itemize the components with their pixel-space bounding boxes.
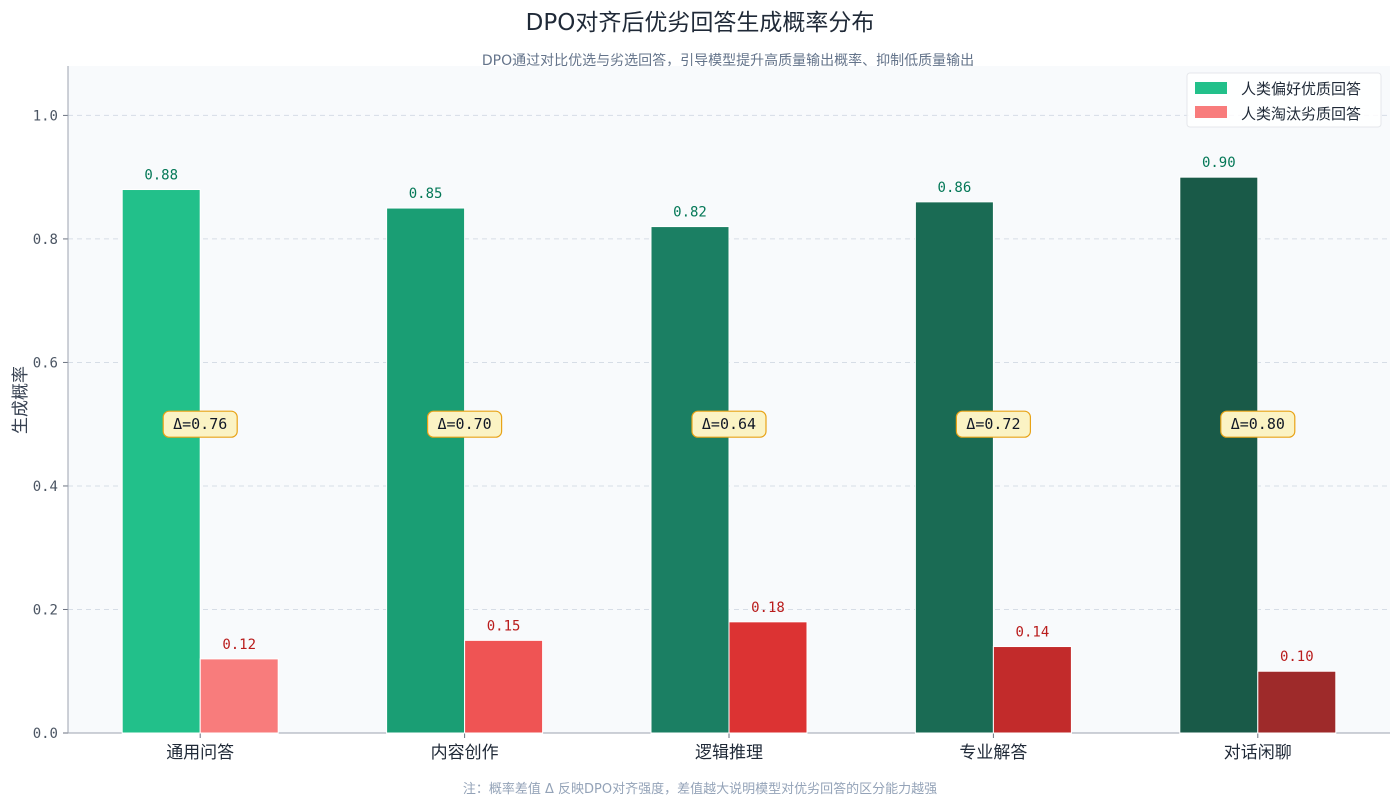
- y-tick-label: 0.8: [33, 232, 58, 248]
- delta-label: Δ=0.76: [173, 415, 227, 433]
- legend[interactable]: 人类偏好优质回答 人类淘汰劣质回答: [1186, 72, 1382, 128]
- value-label-rejected: 0.15: [487, 618, 521, 634]
- delta-label: Δ=0.64: [702, 415, 756, 433]
- chart-title: DPO对齐后优劣回答生成概率分布: [526, 10, 875, 36]
- bar-preferred: [386, 207, 466, 734]
- bar-rejected: [992, 646, 1072, 734]
- y-tick-label: 1.0: [33, 108, 58, 124]
- footnote: 注：概率差值 Δ 反映DPO对齐强度，差值越大说明模型对优劣回答的区分能力越强: [463, 781, 937, 797]
- legend-swatch-rejected: [1195, 106, 1227, 118]
- chart-subtitle: DPO通过对比优选与劣选回答，引导模型提升高质量输出概率、抑制低质量输出: [482, 52, 974, 69]
- delta-box: [162, 410, 238, 438]
- x-tick-label: 逻辑推理: [695, 743, 763, 763]
- delta-box: [1220, 410, 1296, 438]
- delta-box: [427, 410, 503, 438]
- legend-label-preferred: 人类偏好优质回答: [1241, 80, 1361, 98]
- value-label-preferred: 0.85: [409, 186, 443, 202]
- value-label-preferred: 0.82: [673, 205, 707, 221]
- value-label-rejected: 0.10: [1280, 649, 1314, 665]
- value-label-rejected: 0.12: [222, 637, 256, 653]
- x-tick-label: 内容创作: [431, 743, 499, 763]
- y-tick-label: 0.6: [33, 355, 58, 371]
- bar-rejected: [1257, 670, 1337, 734]
- delta-label: Δ=0.70: [438, 415, 492, 433]
- bar-preferred: [1179, 176, 1259, 734]
- bar-rejected: [728, 621, 808, 734]
- bar-preferred: [650, 226, 730, 734]
- bar-preferred: [914, 201, 994, 734]
- bar-rejected: [199, 658, 279, 734]
- value-labels: 0.88 0.12 0.85 0.15 0.82 0.18 0.86 0.14 0.90 0.10: [144, 155, 1313, 665]
- delta-box: [691, 410, 767, 438]
- legend-box: [1186, 72, 1382, 128]
- x-tick-label: 专业解答: [959, 743, 1027, 763]
- y-axis-label: 生成概率: [11, 366, 31, 434]
- value-label-preferred: 0.86: [938, 180, 972, 196]
- value-label-preferred: 0.88: [144, 168, 178, 184]
- value-label-rejected: 0.14: [1016, 625, 1050, 641]
- delta-label: Δ=0.72: [966, 415, 1020, 433]
- x-tick-label: 通用问答: [166, 743, 234, 763]
- bar-rejected: [464, 639, 544, 734]
- axes: 0.0 0.2 0.4 0.6 0.8 1.0 通用问答 内容创作 逻辑推理 专业解答 对话闲聊: [33, 66, 1390, 763]
- value-label-preferred: 0.90: [1202, 155, 1236, 171]
- x-tick-label: 对话闲聊: [1224, 743, 1292, 763]
- y-tick-label: 0.2: [33, 602, 58, 618]
- delta-box: [955, 410, 1032, 438]
- legend-swatch-preferred: [1195, 82, 1227, 94]
- delta-annotations: Δ=0.76 Δ=0.70 Δ=0.64 Δ=0.72 Δ=0.80: [162, 410, 1296, 438]
- legend-label-rejected: 人类淘汰劣质回答: [1241, 105, 1361, 123]
- y-tick-label: 0.4: [33, 479, 58, 495]
- bar-preferred: [121, 189, 201, 734]
- delta-label: Δ=0.80: [1231, 415, 1285, 433]
- y-tick-label: 0.0: [33, 726, 58, 742]
- bars: [121, 176, 1337, 734]
- value-label-rejected: 0.18: [751, 600, 785, 616]
